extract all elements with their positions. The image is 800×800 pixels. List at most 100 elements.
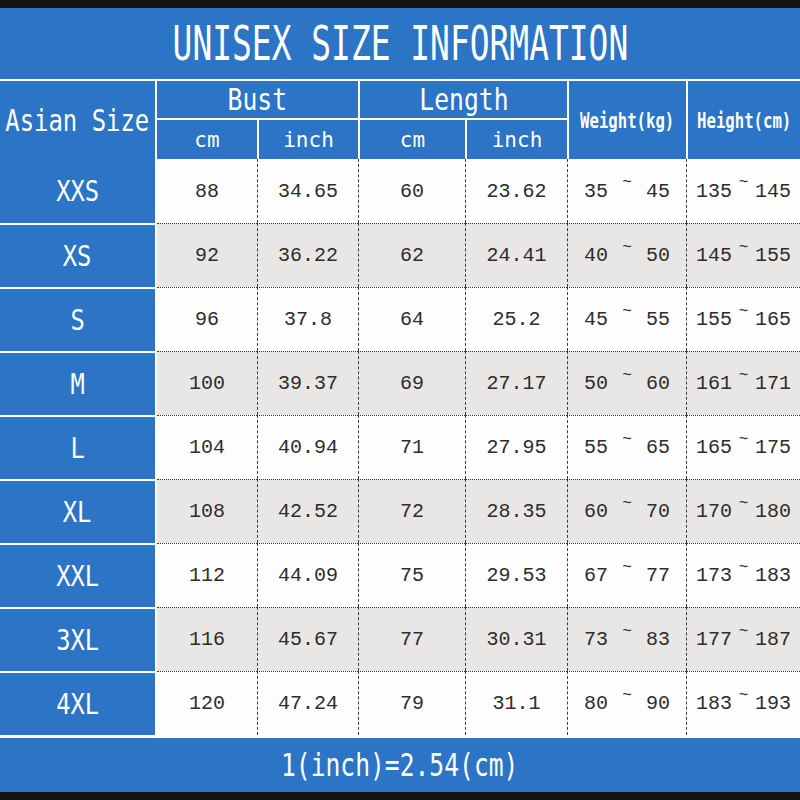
table-row: XXL 112 44.09 75 29.53 67 ~ 77 173 ~ 183 bbox=[0, 543, 800, 607]
height-max: 155 bbox=[755, 244, 791, 267]
height-min: 135 bbox=[696, 180, 732, 203]
height-range: 173 ~ 183 bbox=[686, 543, 800, 607]
tilde: ~ bbox=[739, 623, 749, 641]
length-cm-value: 75 bbox=[358, 543, 465, 607]
bust-cm-value: 112 bbox=[157, 543, 257, 607]
bust-cm-value: 104 bbox=[157, 415, 257, 479]
weight-max: 45 bbox=[646, 180, 670, 203]
tilde: ~ bbox=[622, 174, 632, 192]
weight-range: 67 ~ 77 bbox=[567, 543, 686, 607]
weight-range: 40 ~ 50 bbox=[567, 223, 686, 287]
size-label: 3XL bbox=[0, 607, 157, 671]
height-max: 165 bbox=[755, 308, 791, 331]
header-asian-size: Asian Size bbox=[0, 81, 157, 159]
height-min: 177 bbox=[696, 628, 732, 651]
height-range: 135 ~ 145 bbox=[686, 159, 800, 223]
tilde: ~ bbox=[622, 367, 632, 385]
height-min: 165 bbox=[696, 436, 732, 459]
weight-max: 83 bbox=[646, 628, 670, 651]
length-cm-value: 60 bbox=[358, 159, 465, 223]
bust-inch-value: 44.09 bbox=[257, 543, 358, 607]
table-row: S 96 37.8 64 25.2 45 ~ 55 155 ~ 165 bbox=[0, 287, 800, 351]
size-label: S bbox=[0, 287, 157, 351]
size-label: XS bbox=[0, 223, 157, 287]
page-title: UNISEX SIZE INFORMATION bbox=[172, 15, 628, 71]
tilde: ~ bbox=[739, 495, 749, 513]
length-inch-value: 30.31 bbox=[465, 607, 567, 671]
height-max: 145 bbox=[755, 180, 791, 203]
length-cm-value: 62 bbox=[358, 223, 465, 287]
height-max: 171 bbox=[755, 372, 791, 395]
table-row: XS 92 36.22 62 24.41 40 ~ 50 145 ~ 155 bbox=[0, 223, 800, 287]
weight-min: 35 bbox=[584, 180, 608, 203]
weight-min: 60 bbox=[584, 500, 608, 523]
table-row: M 100 39.37 69 27.17 50 ~ 60 161 ~ 171 bbox=[0, 351, 800, 415]
bust-cm-value: 92 bbox=[157, 223, 257, 287]
bust-inch-value: 42.52 bbox=[257, 479, 358, 543]
height-min: 183 bbox=[696, 692, 732, 715]
size-label: XL bbox=[0, 479, 157, 543]
length-cm-value: 79 bbox=[358, 671, 465, 735]
weight-max: 60 bbox=[646, 372, 670, 395]
size-label: M bbox=[0, 351, 157, 415]
length-inch-value: 27.17 bbox=[465, 351, 567, 415]
bust-inch-value: 37.8 bbox=[257, 287, 358, 351]
tilde: ~ bbox=[739, 431, 749, 449]
length-cm-value: 64 bbox=[358, 287, 465, 351]
weight-max: 55 bbox=[646, 308, 670, 331]
height-min: 161 bbox=[696, 372, 732, 395]
tilde: ~ bbox=[739, 239, 749, 257]
weight-max: 90 bbox=[646, 692, 670, 715]
height-range: 170 ~ 180 bbox=[686, 479, 800, 543]
table-body: XXS 88 34.65 60 23.62 35 ~ 45 135 ~ 145 … bbox=[0, 159, 800, 736]
height-max: 180 bbox=[755, 500, 791, 523]
size-label: XXL bbox=[0, 543, 157, 607]
tilde: ~ bbox=[739, 559, 749, 577]
header-length-cm: cm bbox=[358, 120, 465, 159]
bust-cm-value: 100 bbox=[157, 351, 257, 415]
length-inch-value: 31.1 bbox=[465, 671, 567, 735]
header-length-group: Length bbox=[358, 81, 567, 120]
bust-inch-value: 47.24 bbox=[257, 671, 358, 735]
tilde: ~ bbox=[739, 367, 749, 385]
height-range: 155 ~ 165 bbox=[686, 287, 800, 351]
title-bar: UNISEX SIZE INFORMATION bbox=[0, 8, 800, 81]
bust-cm-value: 120 bbox=[157, 671, 257, 735]
height-max: 183 bbox=[755, 564, 791, 587]
footer-bar: 1(inch)=2.54(cm) bbox=[0, 736, 800, 792]
tilde: ~ bbox=[622, 431, 632, 449]
length-inch-value: 25.2 bbox=[465, 287, 567, 351]
weight-max: 70 bbox=[646, 500, 670, 523]
size-label: XXS bbox=[0, 159, 157, 223]
weight-max: 77 bbox=[646, 564, 670, 587]
tilde: ~ bbox=[622, 623, 632, 641]
tilde: ~ bbox=[739, 303, 749, 321]
length-inch-value: 29.53 bbox=[465, 543, 567, 607]
table-row: L 104 40.94 71 27.95 55 ~ 65 165 ~ 175 bbox=[0, 415, 800, 479]
weight-max: 65 bbox=[646, 436, 670, 459]
height-min: 145 bbox=[696, 244, 732, 267]
bust-inch-value: 34.65 bbox=[257, 159, 358, 223]
height-min: 155 bbox=[696, 308, 732, 331]
length-cm-value: 69 bbox=[358, 351, 465, 415]
bust-inch-value: 40.94 bbox=[257, 415, 358, 479]
table-row: 3XL 116 45.67 77 30.31 73 ~ 83 177 ~ 187 bbox=[0, 607, 800, 671]
height-range: 145 ~ 155 bbox=[686, 223, 800, 287]
weight-range: 50 ~ 60 bbox=[567, 351, 686, 415]
header-bust-inch: inch bbox=[257, 120, 358, 159]
length-cm-value: 71 bbox=[358, 415, 465, 479]
weight-range: 80 ~ 90 bbox=[567, 671, 686, 735]
height-range: 161 ~ 171 bbox=[686, 351, 800, 415]
height-min: 170 bbox=[696, 500, 732, 523]
table-row: 4XL 120 47.24 79 31.1 80 ~ 90 183 ~ 193 bbox=[0, 671, 800, 735]
bust-cm-value: 88 bbox=[157, 159, 257, 223]
header-bust-cm: cm bbox=[157, 120, 257, 159]
height-max: 175 bbox=[755, 436, 791, 459]
weight-min: 80 bbox=[584, 692, 608, 715]
bust-cm-value: 96 bbox=[157, 287, 257, 351]
size-label: L bbox=[0, 415, 157, 479]
length-inch-value: 24.41 bbox=[465, 223, 567, 287]
length-inch-value: 23.62 bbox=[465, 159, 567, 223]
weight-min: 67 bbox=[584, 564, 608, 587]
top-black-bar bbox=[0, 0, 800, 8]
